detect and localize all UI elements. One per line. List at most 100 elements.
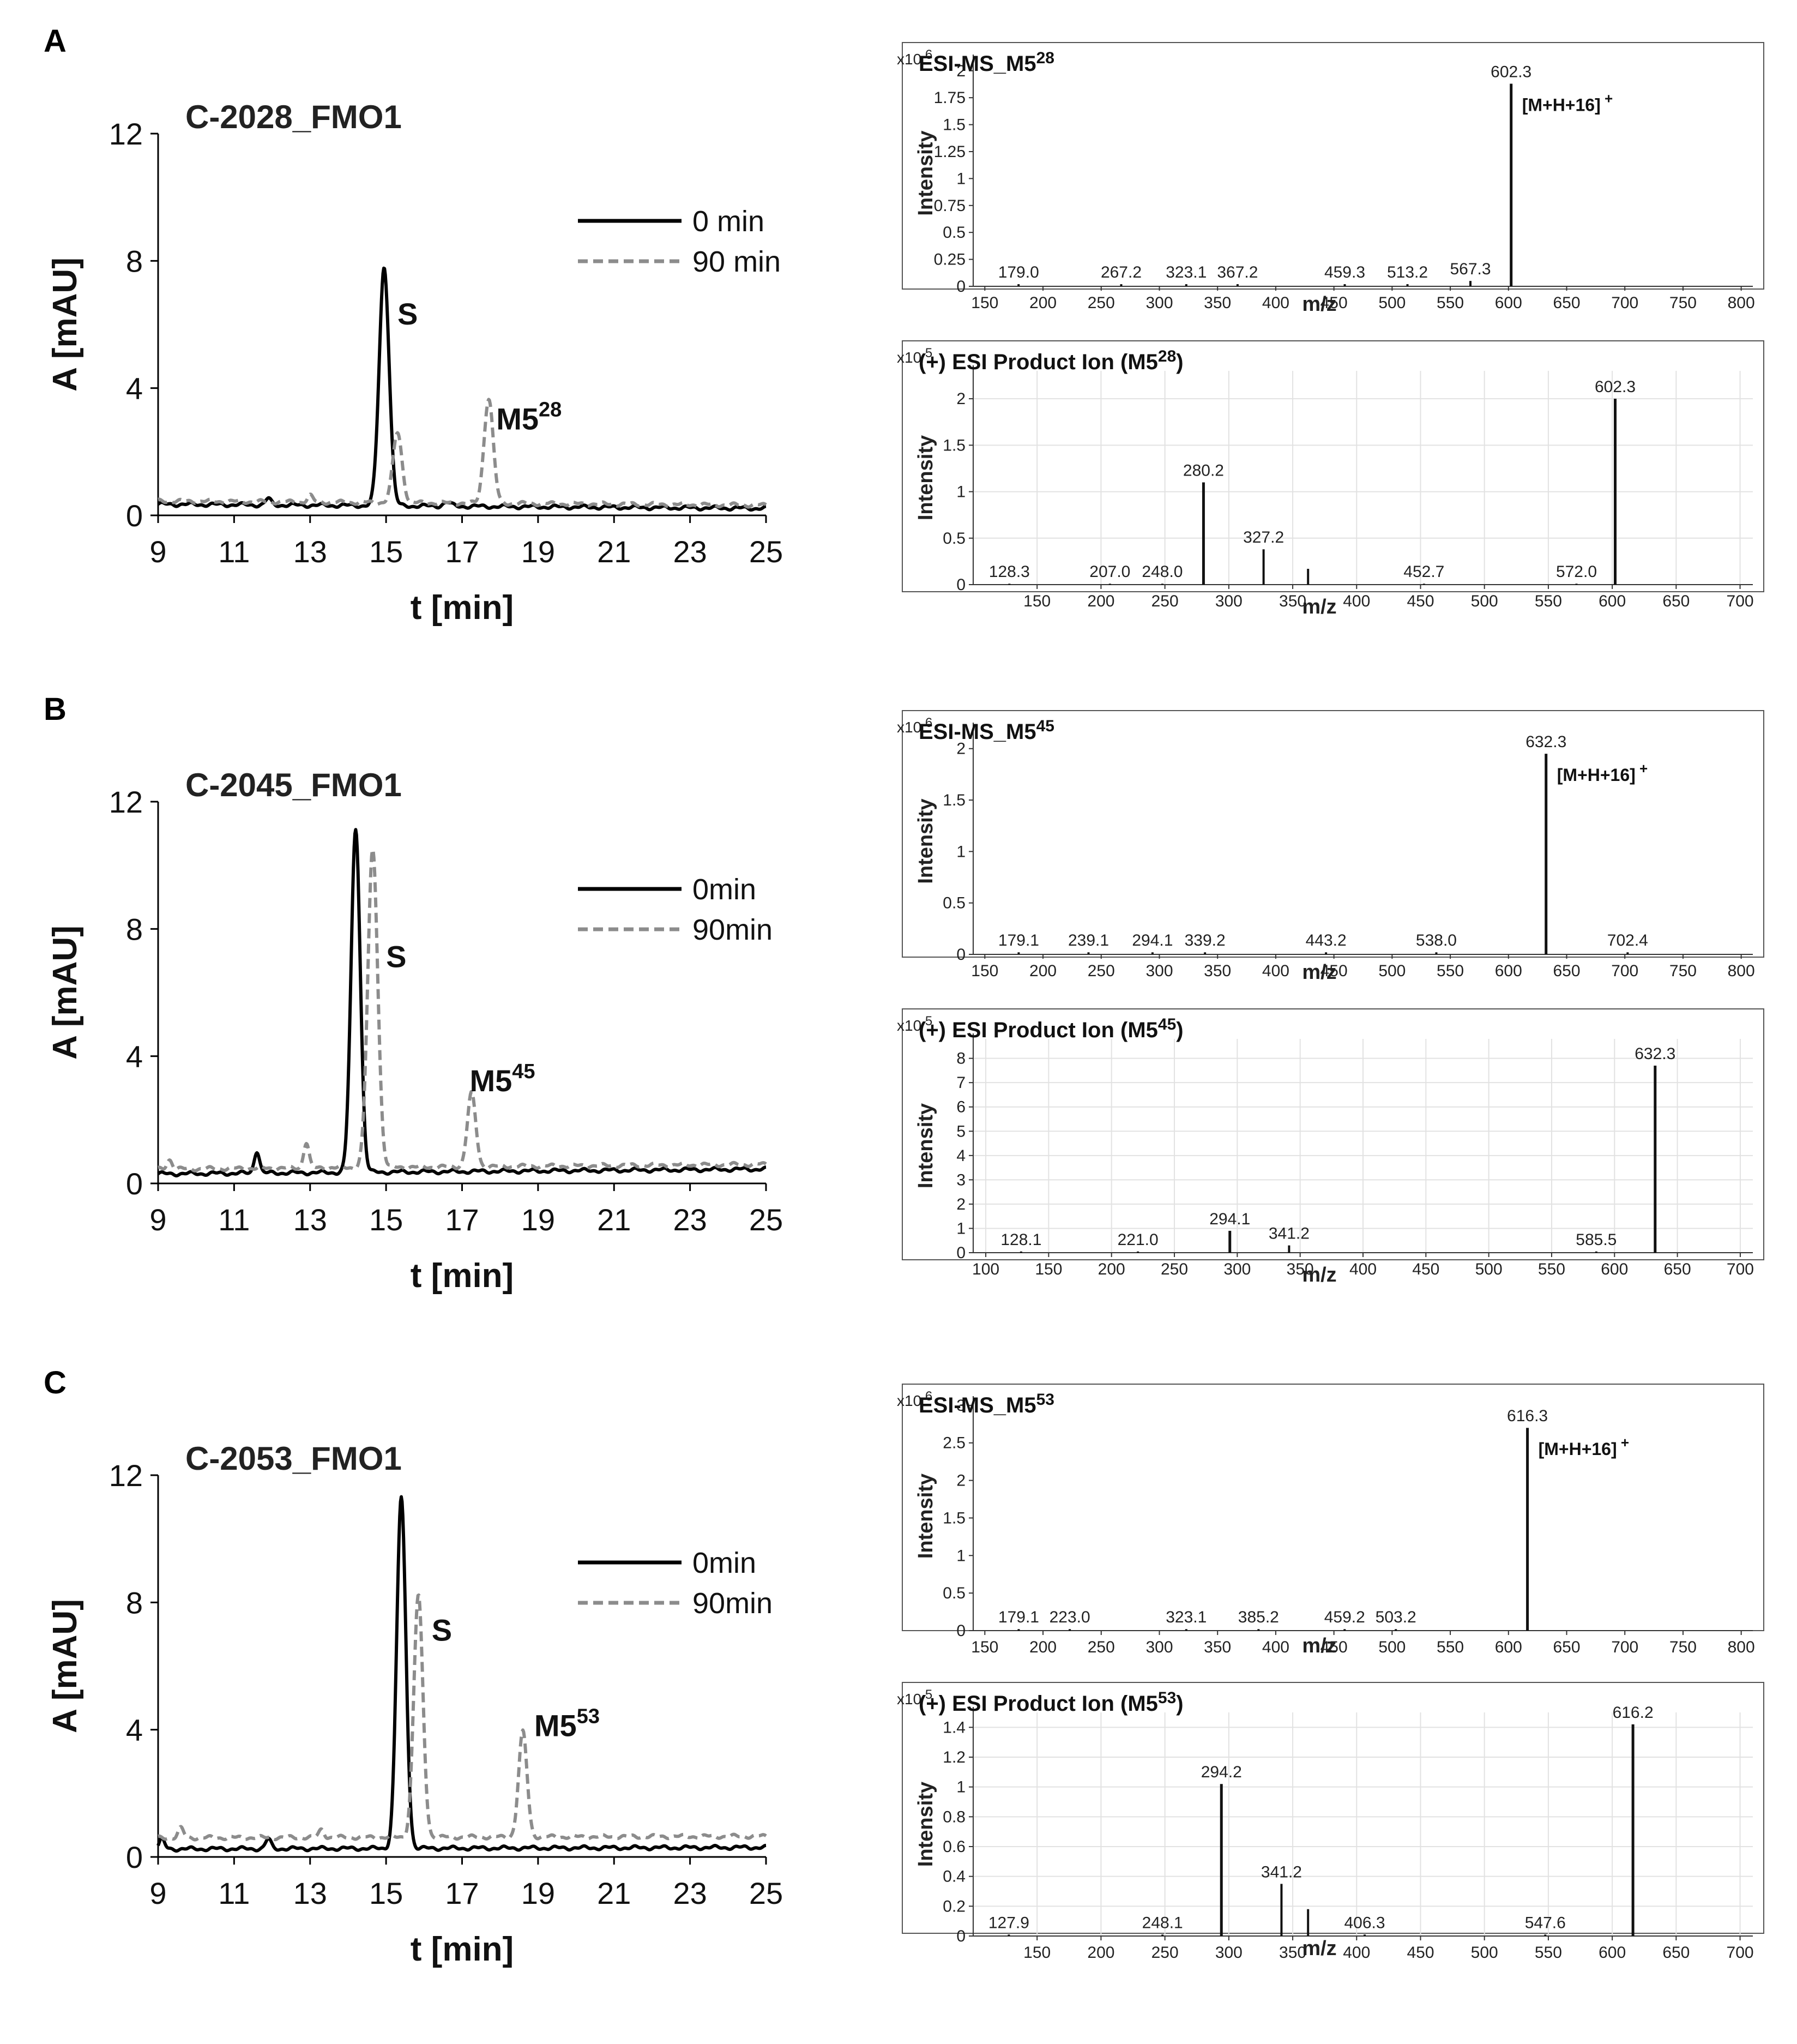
ms-scale-exp: 6 <box>921 47 932 62</box>
ms-x-tick-label: 350 <box>1204 1638 1231 1656</box>
hplc-x-tick-label: 17 <box>445 1876 479 1910</box>
ms-title-superscript: 28 <box>1036 49 1054 67</box>
ms-x-tick-label: 500 <box>1471 1944 1498 1962</box>
ms-y-tick-label: 2 <box>956 390 966 408</box>
hplc-x-tick-label: 17 <box>445 534 479 569</box>
ms-peak-label: 452.7 <box>1403 563 1444 581</box>
ms-ion-label: [M+H+16] + <box>1539 1434 1629 1459</box>
hplc-x-tick-label: 23 <box>673 1876 707 1910</box>
hplc-x-tick-label: 13 <box>293 1876 327 1910</box>
ms-y-tick-label: 0 <box>956 946 966 964</box>
esi-ms-spectrum: 150 200 250 300 350 400 450 500 550 600 650 700 750 8… <box>897 1384 1764 1657</box>
hplc-peak-annotation: S <box>386 939 406 973</box>
ms-peak-label: 503.2 <box>1376 1608 1416 1626</box>
ms-y-tick-label: 0 <box>956 278 966 296</box>
hplc-title: C-2053_FMO1 <box>185 1440 402 1477</box>
ms-x-tick-label: 350 <box>1204 962 1231 980</box>
hplc-x-tick-label: 11 <box>218 1876 250 1910</box>
ms-y-tick-label: 2.5 <box>943 1434 966 1452</box>
hplc-x-tick-label: 13 <box>293 534 327 569</box>
ms-x-tick-label: 350 <box>1279 592 1306 610</box>
hplc-chart: 9 11 13 15 17 19 21 23 25 0 4 8 12 t [min] A [mAU] C-20… <box>46 767 783 1295</box>
ms-x-tick-label: 400 <box>1343 1944 1370 1962</box>
ms-peak-label: 538.0 <box>1416 931 1457 949</box>
annotation-text: M5 <box>496 402 539 436</box>
ms-y-tick-label: 1 <box>956 843 966 861</box>
ms-x-tick-label: 550 <box>1535 1944 1562 1962</box>
ms-y-tick-label: 0.4 <box>943 1868 966 1886</box>
ms-x-tick-label: 700 <box>1611 294 1638 312</box>
legend-label: 0 min <box>692 205 764 238</box>
ms-ion-text: [M+H+16] <box>1557 765 1636 785</box>
product-ion-spectrum: 100 150 200 250 300 350 400 450 500 550 600 650 700 0… <box>897 1008 1764 1286</box>
ms-x-axis-label: m/z <box>1302 1264 1336 1286</box>
ms-x-tick-label: 550 <box>1538 1260 1565 1278</box>
hplc-x-tick-label: 15 <box>369 1876 403 1910</box>
hplc-chart: 9 11 13 15 17 19 21 23 25 0 4 8 12 t [min] A [mAU] C-20… <box>46 99 783 627</box>
esi-ms-spectrum: 150 200 250 300 350 400 450 500 550 600 650 700 750 8… <box>897 710 1764 984</box>
ms-peak-label: 602.3 <box>1595 378 1636 396</box>
ms-y-tick-label: 0 <box>956 1622 966 1640</box>
panel-letter: B <box>44 692 67 727</box>
ms-ion-text: [M+H+16] <box>1539 1439 1617 1459</box>
ms-peak-label: 267.2 <box>1101 263 1142 281</box>
ms-y-tick-label: 1.5 <box>943 791 966 809</box>
ms-x-axis-label: m/z <box>1302 1634 1336 1657</box>
ms-y-tick-label: 0.6 <box>943 1838 966 1856</box>
ms-scale-label: x10 6 <box>897 47 932 68</box>
ms-y-tick-label: 1.25 <box>934 143 966 161</box>
ms-x-tick-label: 450 <box>1320 962 1348 980</box>
ms-y-tick-label: 0.5 <box>943 894 966 912</box>
hplc-y-tick-label: 0 <box>126 498 143 533</box>
ms-x-tick-label: 750 <box>1669 294 1697 312</box>
ms-x-tick-label: 200 <box>1087 592 1114 610</box>
ms-x-tick-label: 200 <box>1029 294 1057 312</box>
ms-x-tick-label: 550 <box>1437 294 1464 312</box>
ms-x-tick-label: 150 <box>971 294 998 312</box>
ms-peak-label: 294.1 <box>1132 931 1173 949</box>
ms-y-axis-label: Intensity <box>914 130 937 215</box>
ms-x-tick-label: 100 <box>972 1260 999 1278</box>
annotation-superscript: 45 <box>512 1060 535 1083</box>
ms-y-tick-label: 0.5 <box>943 530 966 548</box>
ms-x-tick-label: 250 <box>1151 1944 1179 1962</box>
annotation-text: S <box>397 297 418 331</box>
ms-frame <box>902 1008 1764 1260</box>
ms-x-tick-label: 650 <box>1662 1944 1690 1962</box>
legend-label: 90min <box>692 1587 773 1620</box>
ms-peak-label: 341.2 <box>1261 1863 1302 1881</box>
ms-x-tick-label: 350 <box>1287 1260 1314 1278</box>
ms-x-axis-label: m/z <box>1302 293 1336 316</box>
hplc-series-solid <box>157 828 767 1177</box>
hplc-x-tick-label: 19 <box>521 1876 555 1910</box>
ms-peak-label: 567.3 <box>1450 260 1491 278</box>
ms-x-tick-label: 400 <box>1262 962 1289 980</box>
ms-x-tick-label: 600 <box>1495 294 1522 312</box>
panel-letter: C <box>44 1365 67 1400</box>
hplc-x-tick-label: 21 <box>597 534 631 569</box>
ms-x-tick-label: 250 <box>1088 294 1115 312</box>
ms-y-tick-label: 0 <box>956 576 966 594</box>
hplc-series-solid <box>156 1495 767 1853</box>
ms-y-tick-label: 2 <box>956 62 966 80</box>
hplc-y-tick-label: 0 <box>126 1840 143 1874</box>
ms-ion-label: [M+H+16] + <box>1522 90 1613 115</box>
hplc-x-tick-label: 15 <box>369 534 403 569</box>
ms-scale-exp: 5 <box>921 1014 932 1029</box>
ms-title-superscript: 45 <box>1036 717 1054 735</box>
hplc-x-tick-label: 19 <box>521 534 555 569</box>
annotation-text: M5 <box>469 1063 512 1098</box>
hplc-x-axis-label: t [min] <box>411 1257 514 1295</box>
ms-x-tick-label: 700 <box>1727 1944 1754 1962</box>
ms-y-tick-label: 0.5 <box>943 1584 966 1602</box>
hplc-y-tick-label: 4 <box>126 1713 143 1747</box>
ms-y-tick-label: 0 <box>956 1244 966 1262</box>
ms-x-tick-label: 500 <box>1471 592 1498 610</box>
ms-x-tick-label: 450 <box>1407 592 1434 610</box>
hplc-x-tick-label: 25 <box>749 1876 783 1910</box>
ms-x-tick-label: 300 <box>1215 1944 1243 1962</box>
ms-x-tick-label: 700 <box>1611 962 1638 980</box>
ms-peak-label: 221.0 <box>1118 1231 1159 1249</box>
ms-y-tick-label: 0 <box>956 1927 966 1945</box>
ms-title-text: ESI-MS_M5 <box>919 720 1036 744</box>
